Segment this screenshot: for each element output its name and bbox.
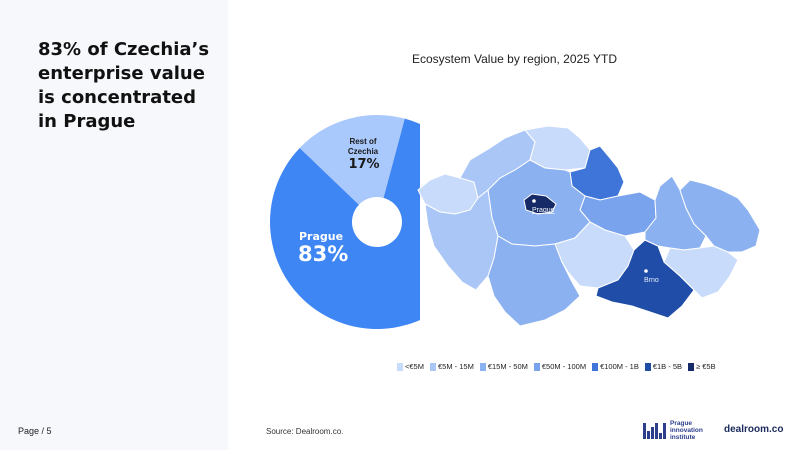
- legend-swatch: [644, 362, 651, 371]
- headline-line-4: in Prague: [38, 111, 136, 132]
- legend-label: ≥ €5B: [696, 362, 716, 371]
- legend-item: €50M - 100M: [533, 362, 587, 371]
- legend-item: €15M - 50M: [479, 362, 528, 371]
- czechia-region-map: Prague Brno: [417, 125, 761, 327]
- legend-label: €5M - 15M: [437, 362, 474, 371]
- legend-label: <€5M: [405, 362, 424, 371]
- prague-city-label: Prague: [532, 207, 555, 214]
- dealroom-logo: dealroom.co: [724, 424, 784, 435]
- pie-slice-prague: [270, 118, 420, 329]
- headline-line-2: enterprise value: [38, 63, 205, 84]
- legend-label: €100M - 1B: [600, 362, 639, 371]
- headline: 83% of Czechia’s enterprise value is con…: [38, 38, 218, 134]
- legend-swatch: [479, 362, 486, 371]
- slice-label-prague-name: Prague: [299, 230, 343, 243]
- page-number: Page / 5: [18, 426, 52, 436]
- legend-label: €50M - 100M: [541, 362, 587, 371]
- region-moravian-silesian: [679, 179, 761, 253]
- slice-label-prague-value: 83%: [298, 242, 348, 266]
- legend-item: €1B - 5B: [644, 362, 683, 371]
- pii-logo-icon: [643, 422, 666, 439]
- slice-label-rest-value: 17%: [348, 157, 379, 172]
- map-legend: <€5M €5M - 15M €15M - 50M €50M - 100M €1…: [397, 362, 716, 371]
- source-note: Source: Dealroom.co.: [266, 427, 344, 436]
- legend-swatch: [688, 362, 695, 371]
- legend-item: ≥ €5B: [688, 362, 716, 371]
- legend-swatch: [592, 362, 599, 371]
- legend-label: €1B - 5B: [652, 362, 683, 371]
- slice-label-rest-name-2: Czechia: [348, 147, 379, 156]
- enterprise-value-donut-chart: Rest of Czechia 17% Prague 83%: [270, 115, 420, 329]
- brno-city-label: Brno: [644, 277, 659, 284]
- chart-title: Ecosystem Value by region, 2025 YTD: [412, 52, 617, 66]
- legend-item: <€5M: [397, 362, 424, 371]
- legend-swatch: [429, 362, 436, 371]
- legend-item: €5M - 15M: [429, 362, 474, 371]
- left-panel: [0, 0, 228, 450]
- headline-line-3: is concentrated: [38, 87, 197, 108]
- pie-slice-rest-of-czechia: [299, 115, 405, 205]
- pii-logo-text: Prague innovation institute: [670, 420, 703, 441]
- headline-line-1: 83% of Czechia’s: [38, 39, 210, 60]
- brno-city-marker: [644, 269, 648, 273]
- prague-city-marker: [532, 199, 536, 203]
- legend-swatch: [533, 362, 540, 371]
- prague-innovation-institute-logo: Prague innovation institute: [643, 420, 712, 441]
- legend-swatch: [397, 362, 403, 371]
- region-south-bohemia: [487, 235, 581, 327]
- slice-label-rest-name-1: Rest of: [349, 137, 376, 146]
- legend-label: €15M - 50M: [487, 362, 528, 371]
- region-prague: [523, 193, 557, 215]
- legend-item: €100M - 1B: [592, 362, 639, 371]
